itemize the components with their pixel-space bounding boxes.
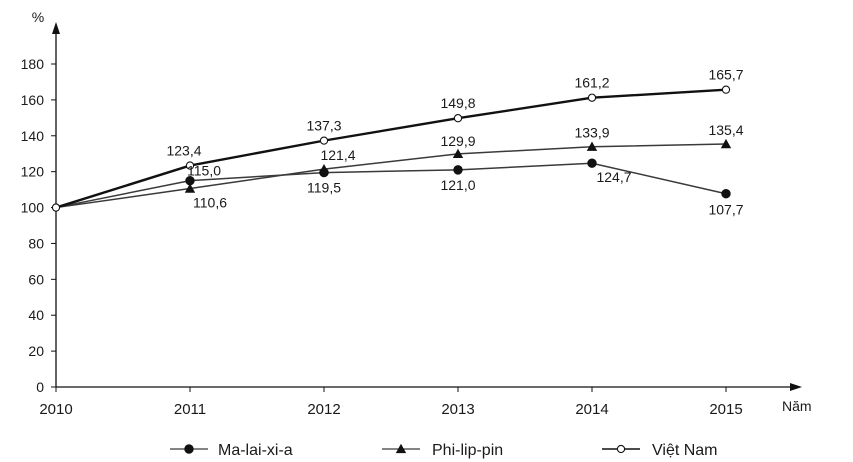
data-label: 161,2 [574,75,609,91]
y-tick-label: 0 [36,379,44,395]
legend-marker [395,443,407,454]
legend-item: Ma-lai-xi-a [170,442,293,459]
x-tick-label: 2011 [174,401,206,418]
legend-marker [184,444,194,454]
x-tick-label: 2012 [307,401,340,418]
data-label: 123,4 [166,143,201,159]
legend-item: Phi-lip-pin [382,442,503,459]
data-label: 115,0 [187,163,221,179]
legend: Ma-lai-xi-a Phi-lip-pin Việt Nam [170,442,718,459]
data-point [453,165,463,175]
series-markers [51,85,732,212]
data-point [721,85,731,94]
x-axis-arrow [790,383,802,391]
data-point [185,161,195,170]
data-point [587,93,597,102]
legend-label: Phi-lip-pin [432,442,503,459]
data-point [586,141,598,151]
data-point [184,183,196,193]
data-label: 137,3 [306,118,341,134]
data-point [721,189,731,199]
x-axis-title: Năm [782,398,812,414]
data-labels: 115,0 119,5 121,0 124,7 107,7 110,6 121,4 129,9… [166,67,743,218]
legend-label: Ma-lai-xi-a [218,442,293,459]
data-point-origin [51,203,61,212]
series-lines [55,88,727,209]
data-label: 149,8 [440,95,475,111]
data-label: 107,7 [708,202,743,218]
data-label: 135,4 [708,122,743,138]
legend-item: Việt Nam [602,442,718,459]
data-point [319,136,329,145]
x-tick-label: 2014 [575,401,608,418]
y-axis-arrow [52,22,60,34]
data-label: 110,6 [193,195,227,211]
legend-label: Việt Nam [652,442,718,459]
data-point [318,163,330,174]
data-label: 133,9 [574,125,609,141]
y-tick-label: 120 [21,164,45,180]
y-tick-label: 80 [28,235,44,251]
series-line-1 [55,143,727,209]
x-tick-label: 2015 [709,401,742,418]
series-line-2 [55,88,727,209]
data-label: 124,7 [596,169,631,185]
y-tick-label: 20 [28,343,44,359]
x-tick-label: 2013 [441,401,474,418]
y-tick-label: 140 [21,128,45,144]
data-point [452,148,464,159]
data-point [720,138,732,149]
series-line-0 [55,162,727,209]
y-tick-label: 60 [28,271,44,287]
y-tick-label: 100 [21,200,45,216]
data-point [587,158,597,168]
x-tick-label: 2010 [39,401,72,418]
y-tick-label: 40 [28,307,44,323]
y-tick-label: 180 [21,56,45,72]
data-label: 121,0 [440,177,475,193]
data-label: 165,7 [708,67,743,83]
y-tick-label: 160 [21,92,45,108]
axes: 0 20 40 60 80 100 120 140 160 180% 2010 2011 2012 201… [21,9,812,418]
data-label: 119,5 [307,180,341,196]
y-axis-title: % [32,9,44,25]
legend-marker [616,444,626,454]
data-label: 121,4 [320,147,355,163]
data-label: 129,9 [440,133,475,149]
data-point [453,114,463,123]
